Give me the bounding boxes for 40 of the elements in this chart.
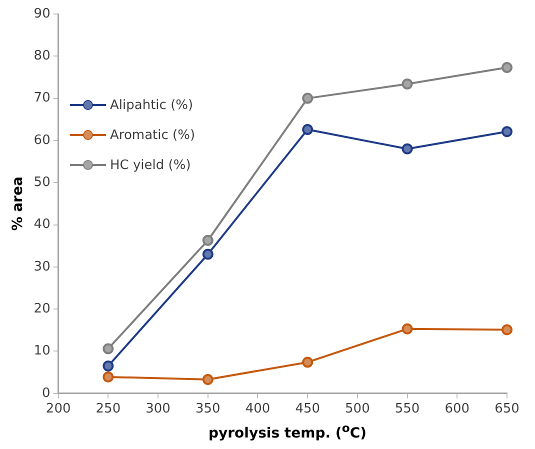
point xyxy=(102,360,114,372)
x-tick-label: 300 xyxy=(146,402,170,417)
y-tick-label: 10 xyxy=(34,344,50,359)
point xyxy=(302,356,314,368)
legend-label: Alipahtic (%) xyxy=(110,98,194,112)
x-tick-label: 450 xyxy=(295,402,320,417)
point xyxy=(502,324,512,336)
point xyxy=(202,248,214,260)
x-tick-label: 200 xyxy=(46,402,71,417)
x-tick-label: 250 xyxy=(96,402,121,417)
y-tick-label: 40 xyxy=(34,217,50,232)
y-tick-label: 60 xyxy=(34,132,50,148)
point xyxy=(402,78,413,90)
x-axis-title: pyrolysis temp. ($^{o}$C) xyxy=(207,421,368,442)
point xyxy=(202,234,214,246)
legend-label: Aromatic (%) xyxy=(110,128,196,142)
y-tick-label: 30 xyxy=(34,259,50,274)
point xyxy=(302,92,314,104)
point xyxy=(402,143,413,154)
x-tick-label: 650 xyxy=(494,402,520,417)
point xyxy=(502,62,512,74)
y-tick-label: 0 xyxy=(42,386,50,401)
x-tick-label: 500 xyxy=(345,402,370,417)
y-tick-label: 90 xyxy=(34,6,50,22)
point xyxy=(302,124,314,136)
x-tick-label: 550 xyxy=(394,402,420,417)
point xyxy=(402,323,413,334)
x-tick-label: 400 xyxy=(245,402,270,417)
point xyxy=(502,126,512,138)
y-tick-label: 50 xyxy=(34,174,50,190)
point xyxy=(202,374,214,385)
x-tick-label: 350 xyxy=(195,402,220,417)
legend-label: HC yield (%) xyxy=(110,158,191,172)
x-tick-label: 600 xyxy=(444,402,470,417)
y-tick-label: 70 xyxy=(34,90,50,106)
y-tick-label: 20 xyxy=(34,301,50,316)
y-axis-title: % area xyxy=(10,176,26,231)
point xyxy=(102,343,114,354)
point xyxy=(102,371,114,382)
y-tick-label: 80 xyxy=(34,48,50,64)
